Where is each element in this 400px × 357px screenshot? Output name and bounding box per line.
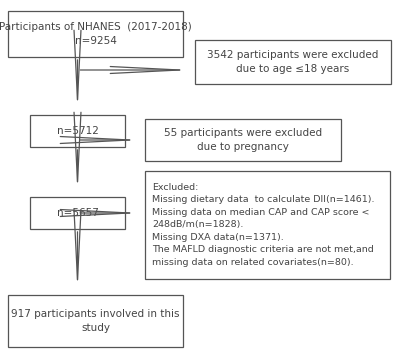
FancyBboxPatch shape (195, 40, 391, 84)
Text: Excluded:
Missing dietary data  to calculate DII(n=1461).
Missing data on median: Excluded: Missing dietary data to calcul… (152, 183, 374, 267)
FancyBboxPatch shape (30, 197, 125, 229)
Text: n=5657: n=5657 (56, 208, 98, 218)
Text: 55 participants were excluded
due to pregnancy: 55 participants were excluded due to pre… (164, 128, 322, 152)
FancyBboxPatch shape (30, 115, 125, 147)
Text: 917 participants involved in this
study: 917 participants involved in this study (11, 309, 180, 333)
FancyBboxPatch shape (145, 119, 341, 161)
Text: 3542 participants were excluded
due to age ≤18 years: 3542 participants were excluded due to a… (207, 50, 379, 74)
FancyBboxPatch shape (145, 171, 390, 279)
Text: n=5712: n=5712 (56, 126, 98, 136)
Text: Participants of NHANES  (2017-2018)
n=9254: Participants of NHANES (2017-2018) n=925… (0, 22, 192, 46)
FancyBboxPatch shape (8, 295, 183, 347)
FancyBboxPatch shape (8, 11, 183, 57)
